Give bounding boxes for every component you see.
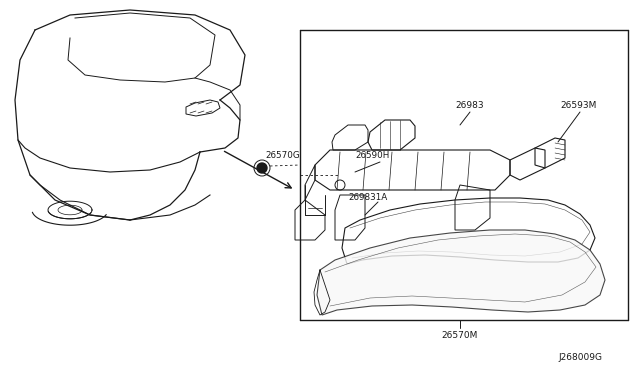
Text: J268009G: J268009G	[558, 353, 602, 362]
Text: 26570G: 26570G	[265, 151, 300, 160]
Text: 269831A: 269831A	[348, 192, 387, 202]
Polygon shape	[317, 230, 605, 315]
Text: 26590H: 26590H	[355, 151, 389, 160]
Text: 26983: 26983	[455, 100, 484, 109]
Text: 26593M: 26593M	[560, 100, 596, 109]
Text: 26570M: 26570M	[442, 330, 478, 340]
Circle shape	[257, 163, 267, 173]
